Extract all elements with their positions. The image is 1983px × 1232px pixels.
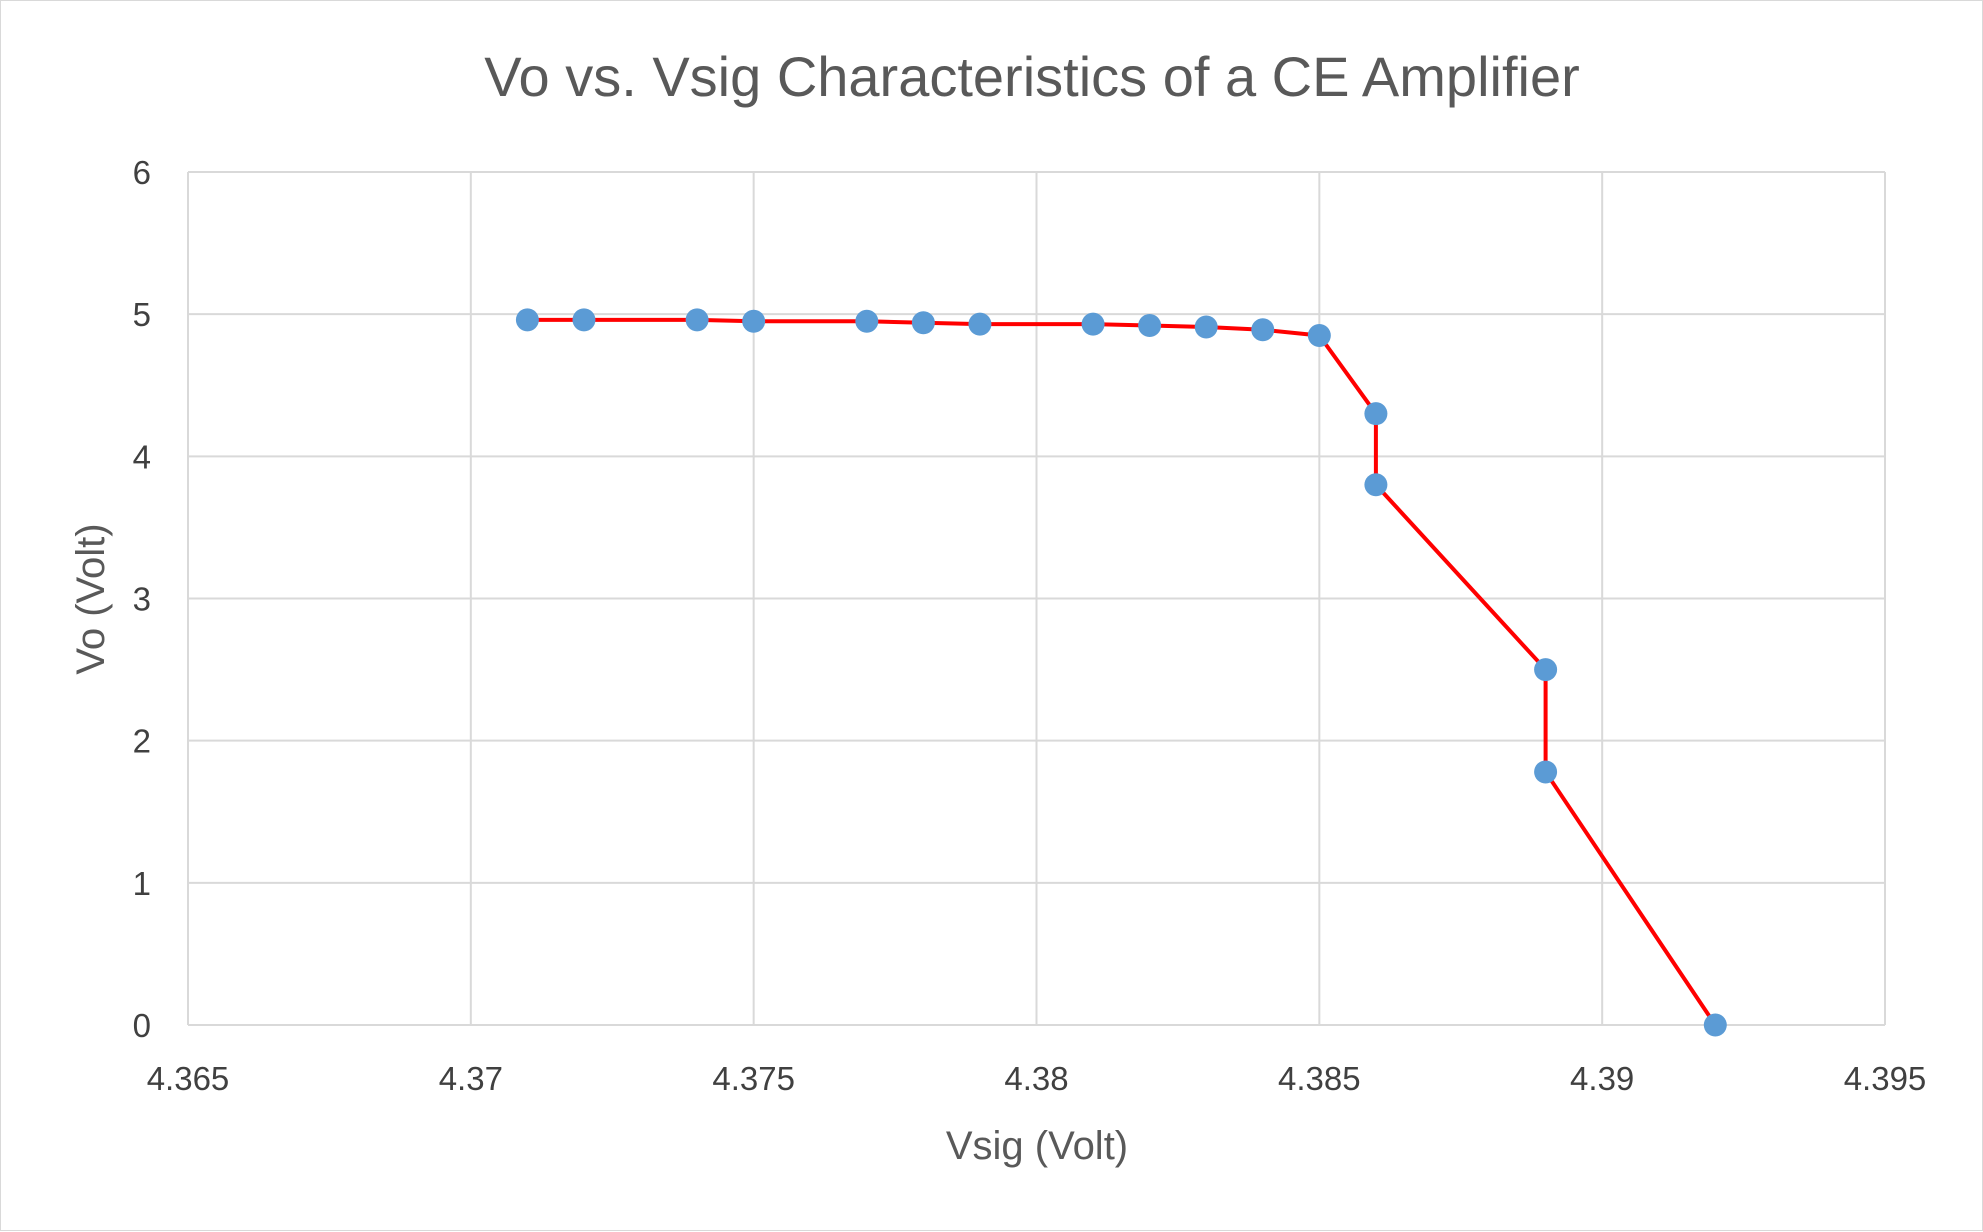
data-point xyxy=(572,308,596,332)
x-tick-label: 4.37 xyxy=(439,1060,503,1097)
data-point xyxy=(1534,760,1558,784)
data-point xyxy=(1703,1013,1727,1037)
y-tick-label: 1 xyxy=(133,865,151,902)
x-tick-label: 4.365 xyxy=(147,1060,230,1097)
grid-lines xyxy=(187,171,1886,1026)
x-tick-label: 4.385 xyxy=(1278,1060,1361,1097)
y-tick-label: 3 xyxy=(133,581,151,618)
x-tick-label: 4.39 xyxy=(1570,1060,1634,1097)
series-group xyxy=(515,308,1727,1037)
x-tick-label: 4.375 xyxy=(712,1060,795,1097)
data-point xyxy=(1364,473,1388,497)
x-axis-ticks: 4.365 4.37 4.375 4.38 4.385 4.39 4.395 xyxy=(147,1060,1927,1097)
y-tick-label: 2 xyxy=(133,723,151,760)
data-point xyxy=(1251,318,1275,342)
y-tick-label: 0 xyxy=(133,1007,151,1044)
x-axis-title: Vsig (Volt) xyxy=(946,1124,1128,1168)
data-point xyxy=(1534,658,1558,682)
y-tick-label: 5 xyxy=(133,296,151,333)
y-tick-label: 4 xyxy=(133,438,151,475)
y-axis-title: Vo (Volt) xyxy=(69,523,113,674)
data-point xyxy=(742,309,766,333)
data-point xyxy=(685,308,709,332)
data-point xyxy=(855,309,879,333)
data-point xyxy=(1138,314,1162,338)
data-point xyxy=(911,311,935,335)
data-point xyxy=(1307,323,1331,347)
data-point xyxy=(1364,402,1388,426)
chart-title: Vo vs. Vsig Characteristics of a CE Ampl… xyxy=(484,45,1580,108)
data-point xyxy=(1081,312,1105,336)
data-point xyxy=(1194,315,1218,339)
y-axis-ticks: 0 1 2 3 4 5 6 xyxy=(133,154,151,1044)
y-tick-label: 6 xyxy=(133,154,151,191)
data-point xyxy=(968,312,992,336)
x-tick-label: 4.38 xyxy=(1004,1060,1068,1097)
x-tick-label: 4.395 xyxy=(1844,1060,1927,1097)
data-point xyxy=(515,308,539,332)
